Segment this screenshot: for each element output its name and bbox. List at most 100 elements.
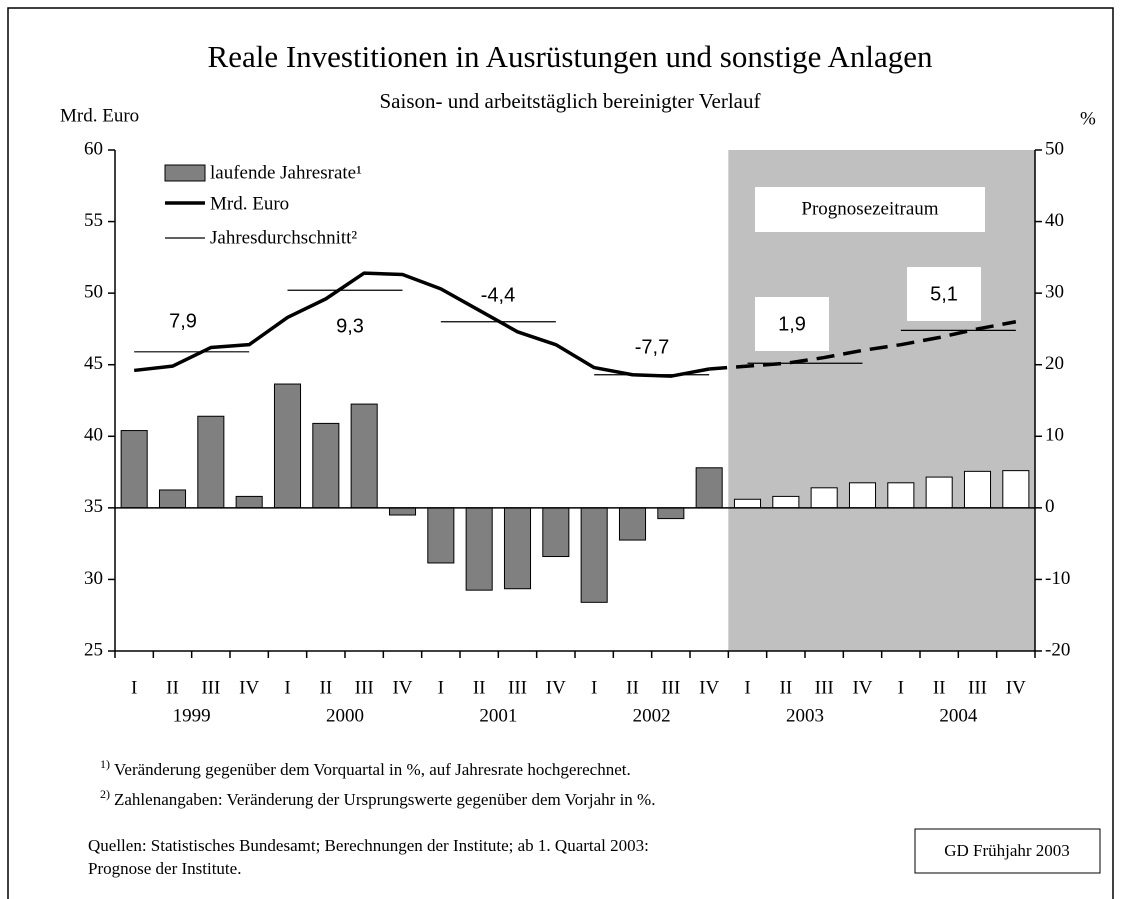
bar (963, 470, 992, 509)
bar (1002, 470, 1030, 509)
change-box (755, 297, 829, 351)
y2-tick-label: 0 (1045, 496, 1055, 517)
bar (848, 482, 877, 509)
change-box (907, 267, 981, 321)
x-tick-label: I (131, 677, 137, 698)
x-tick-label: I (898, 677, 904, 698)
bar (465, 507, 493, 591)
change-label: 7,9 (169, 310, 197, 332)
y2-axis-label: % (1080, 108, 1096, 129)
x-group-label: 2001 (479, 705, 517, 726)
x-group-label: 2003 (786, 705, 824, 726)
y2-tick-label: -10 (1045, 568, 1070, 589)
legend-label: Mrd. Euro (210, 193, 289, 214)
x-group-label: 1999 (173, 705, 211, 726)
bar (618, 507, 647, 541)
bar (312, 422, 340, 509)
chart-subtitle: Saison- und arbeitstäglich bereinigter V… (380, 89, 761, 113)
legend-label: Jahresdurchschnitt² (210, 227, 357, 248)
bar (427, 507, 455, 564)
y2-tick-label: 20 (1045, 353, 1064, 374)
bar (388, 507, 417, 516)
bar (887, 482, 915, 509)
x-tick-label: II (473, 677, 486, 698)
bar (695, 467, 723, 509)
y2-tick-label: 30 (1045, 282, 1064, 303)
plot: 7,9 9,3 -4,4 -7,7 1,9 5,1 25 30 35 40 45 50 55 60 -20 -… (84, 138, 1070, 726)
forecast-line (709, 320, 1017, 371)
legend-label: laufende Jahresrate¹ (210, 162, 362, 183)
forecast-area (728, 150, 1035, 651)
x-tick-label: IV (699, 677, 719, 698)
x-tick-label: III (968, 677, 987, 698)
bar (158, 489, 187, 509)
line (133, 271, 710, 378)
edition-box (914, 828, 1101, 874)
x-tick-label: II (166, 677, 179, 698)
y-tick-label: 60 (84, 138, 103, 159)
y-tick-label: 30 (84, 568, 103, 589)
x-tick-label: II (626, 677, 639, 698)
x-tick-label: II (320, 677, 333, 698)
change-label: -4,4 (481, 284, 515, 306)
x-tick-label: III (201, 677, 220, 698)
y2-tick-label: 50 (1045, 138, 1064, 159)
x-tick-label: IV (546, 677, 566, 698)
footnote: 2) Zahlenangaben: Veränderung der Ursprun… (100, 787, 655, 809)
x-group-label: 2002 (633, 705, 671, 726)
bar (273, 383, 302, 509)
y-tick-label: 25 (84, 639, 103, 660)
bar (197, 415, 225, 509)
y-tick-label: 35 (84, 496, 103, 517)
footnote-marker: 1) (100, 757, 110, 771)
source: Quellen: Statistisches Bundesamt; Berech… (88, 836, 649, 855)
bar (925, 476, 953, 509)
bar (235, 495, 263, 509)
x-tick-label: III (355, 677, 374, 698)
x-tick-label: II (780, 677, 793, 698)
forecast-box (755, 187, 985, 232)
footnote: 1) Veränderung gegenüber dem Vorquartal i… (100, 757, 631, 779)
bar (772, 495, 800, 509)
change-label: 1,9 (778, 313, 806, 335)
y-tick-label: 50 (84, 282, 103, 303)
change-label: 5,1 (930, 283, 958, 305)
y-tick-label: 55 (84, 210, 103, 231)
x-group-label: 2004 (939, 705, 978, 726)
edition: GD Frühjahr 2003 (944, 841, 1070, 860)
change-label: -7,7 (635, 336, 669, 358)
forecast-label: Prognosezeitraum (801, 198, 938, 219)
y-tick-label: 40 (84, 425, 103, 446)
x-tick-label: IV (1006, 677, 1026, 698)
x-group-label: 2000 (326, 705, 364, 726)
y2-tick-label: -20 (1045, 639, 1070, 660)
bar (733, 498, 762, 509)
legend-swatch (164, 164, 206, 182)
x-tick-label: I (438, 677, 444, 698)
bar (503, 507, 532, 590)
footnote-text: Veränderung gegenüber dem Vorquartal in … (114, 760, 631, 779)
chart-title: Reale Investitionen in Ausrüstungen und … (208, 39, 933, 74)
bar (810, 487, 838, 509)
x-tick-label: IV (239, 677, 259, 698)
bar (350, 403, 378, 509)
bar (580, 507, 608, 603)
x-tick-label: IV (852, 677, 872, 698)
y2-tick-label: 40 (1045, 210, 1064, 231)
y-tick-label: 45 (84, 353, 103, 374)
x-tick-label: III (661, 677, 680, 698)
source: Prognose der Institute. (88, 859, 241, 878)
x-tick-label: I (744, 677, 750, 698)
bar (120, 430, 148, 509)
x-tick-label: III (815, 677, 834, 698)
bar (657, 507, 685, 520)
y2-tick-label: 10 (1045, 425, 1064, 446)
footnote-text: Zahlenangaben: Veränderung der Ursprungs… (114, 790, 655, 809)
x-tick-label: II (933, 677, 946, 698)
change-label: 9,3 (336, 315, 364, 337)
footnote-marker: 2) (100, 787, 110, 801)
frame (7, 7, 1114, 899)
x-tick-label: III (508, 677, 527, 698)
x-tick-label: IV (392, 677, 412, 698)
